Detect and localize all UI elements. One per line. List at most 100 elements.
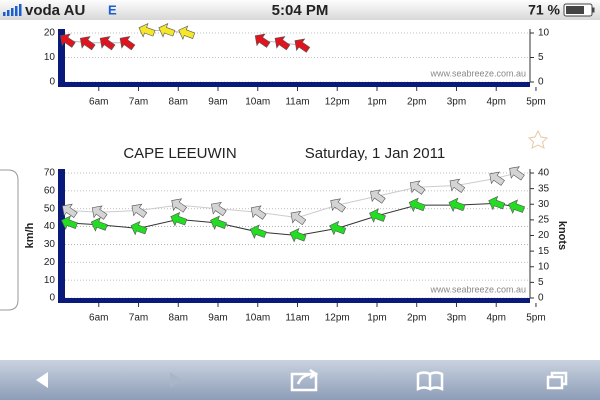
wind-arrow [508,199,526,214]
y-tick-label: 70 [44,168,56,179]
star-icon[interactable] [527,129,549,149]
x-tick-label: 4pm [486,313,505,324]
web-content: 0 10 20 0 5 10 6am 7am 8am 9am 10am 11am 12pm 1pm 2pm 3… [24,23,568,324]
wind-arrow [99,36,116,51]
wind-arrow [211,201,227,217]
wind-arrow [130,220,148,236]
wind-arrow [62,203,78,218]
x-tick-label: 8am [169,97,188,108]
y-tick-label: 50 [44,203,56,214]
x-tick-label: 2pm [407,97,426,108]
wind-arrow [294,38,311,53]
chart-title: CAPE LEEUWIN [123,145,236,162]
x-tick-label: 1pm [367,313,386,324]
wind-arrow [79,36,96,51]
back-button[interactable] [36,372,48,388]
status-bar [0,0,600,20]
y-tick-label: 0 [49,293,55,304]
bottom-axis-bar [58,298,530,303]
x-tick-label: 9am [208,313,227,324]
x-tick-label: 3pm [447,97,466,108]
source-url: www.seabreeze.com.au [429,284,526,294]
y2-tick-label: 10 [538,28,550,39]
x-tick-label: 10am [245,97,270,108]
tabs-button[interactable] [546,371,568,390]
x-tick-label: 12pm [325,313,350,324]
wind-arrow [91,205,108,220]
y2-tick-label: 5 [538,52,544,63]
wind-arrow [290,210,307,226]
x-tick-label: 5pm [526,313,545,324]
side-tab[interactable] [0,169,19,311]
x-tick-label: 12pm [325,97,350,108]
wind-arrow [449,178,466,193]
signal-bars [3,4,22,16]
y-tick-label: 60 [44,185,56,196]
wind-arrow [119,36,136,51]
chart-subtitle: Saturday, 1 Jan 2011 [305,145,445,162]
battery-percent: 71 % [528,2,560,18]
wind-arrow [158,23,176,38]
y2-tick-label: 0 [538,77,544,88]
wind-arrow [488,195,506,211]
wind-arrow [409,180,426,195]
source-url: www.seabreeze.com.au [429,68,526,78]
left-axis-bar [58,29,65,87]
y-tick-label: 10 [44,52,56,63]
y2-axis-label: knots [556,221,568,250]
x-tick-label: 6am [89,97,108,108]
wind-arrow [509,166,525,181]
x-tick-label: 8am [169,313,188,324]
y-tick-label: 20 [44,28,56,39]
y-tick-label: 40 [44,221,56,232]
y2-tick-label: 5 [538,277,544,288]
battery-icon [563,3,595,17]
y2-tick-label: 35 [538,183,550,194]
wind-arrow [61,215,78,231]
bookmarks-button[interactable] [416,371,444,392]
wind-arrow [131,203,148,218]
wind-arrow [249,224,267,239]
x-tick-label: 4pm [486,97,505,108]
y-tick-label: 10 [44,275,56,286]
left-axis-bar [58,169,65,303]
y-tick-label: 20 [44,257,56,268]
share-button[interactable] [290,368,319,392]
wind-arrow [178,25,196,41]
x-tick-label: 1pm [367,97,386,108]
x-tick-label: 11am [285,97,309,108]
x-tick-label: 7am [129,97,148,108]
y-axis-label: km/h [24,222,36,248]
y2-tick-label: 15 [538,246,550,257]
carrier: voda AU [25,2,85,19]
x-tick-label: 6am [89,313,108,324]
y2-tick-label: 0 [538,293,544,304]
x-tick-label: 3pm [447,313,466,324]
wind-arrow [370,189,386,204]
wind-arrow [274,36,291,51]
plot-area [65,29,530,82]
wind-arrow [170,211,188,227]
x-tick-label: 7am [129,313,148,324]
wind-arrow [250,205,267,220]
wind-arrow [60,33,76,48]
wind-arrow [171,198,187,213]
clock: 5:04 PM [272,2,329,19]
wind-arrow [489,171,505,186]
y2-tick-label: 40 [538,168,550,179]
network: E [108,2,117,17]
y2-tick-label: 30 [538,199,550,210]
y2-tick-label: 10 [538,261,550,272]
bottom-axis-bar [58,82,530,87]
wind-arrow [369,208,386,223]
y-tick-label: 30 [44,239,56,250]
x-tick-label: 5pm [526,97,545,108]
y-tick-label: 0 [49,77,55,88]
x-tick-label: 9am [208,97,227,108]
wind-arrow [138,23,156,38]
x-tick-label: 10am [245,313,270,324]
wind-arrow [448,197,466,213]
y2-tick-label: 25 [538,215,550,226]
